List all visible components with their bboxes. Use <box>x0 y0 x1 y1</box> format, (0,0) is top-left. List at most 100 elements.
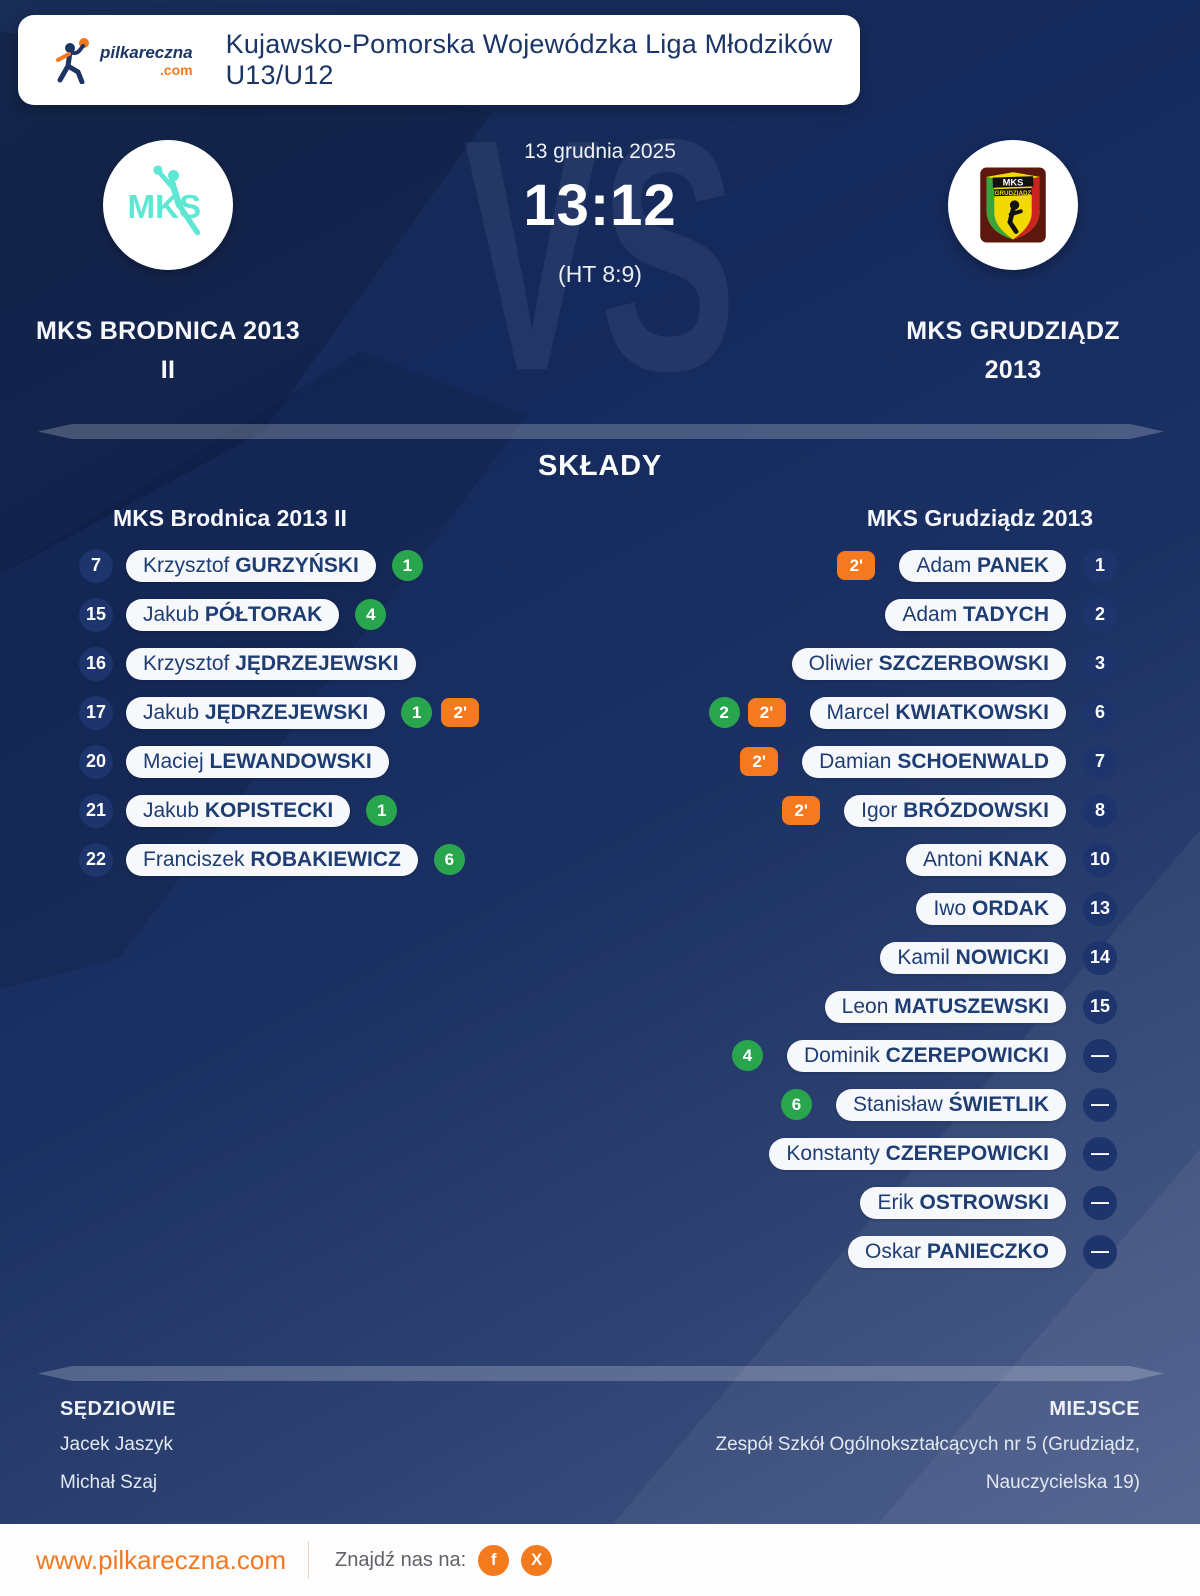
website-link[interactable]: www.pilkareczna.com <box>36 1544 286 1575</box>
player-name-pill: Oskar PANIECZKO <box>848 1235 1066 1268</box>
x-icon[interactable]: X <box>521 1544 553 1576</box>
away-lineup-heading: MKS Grudziądz 2013 <box>866 505 1094 531</box>
goals-badge: 1 <box>366 795 398 826</box>
player-name-pill: Krzysztof GURZYŃSKI <box>126 549 376 582</box>
player-name-pill: Konstanty CZEREPOWICKI <box>769 1137 1066 1170</box>
player-name-pill: Iwo ORDAK <box>916 892 1066 925</box>
final-score: 13:12 <box>523 173 677 238</box>
footer-separator <box>307 1541 309 1579</box>
player-number-badge: 15 <box>1083 989 1117 1024</box>
player-row: Antoni KNAK 10 <box>543 835 1117 884</box>
player-row: 2' Adam PANEK 1 <box>543 541 1117 590</box>
player-row: Oskar PANIECZKO — <box>543 1227 1117 1276</box>
player-row: Adam TADYCH 2 <box>543 590 1117 639</box>
player-row: Leon MATUSZEWSKI 15 <box>543 982 1117 1031</box>
goals-badge: 6 <box>780 1089 812 1120</box>
penalty-badge: 2' <box>747 698 786 727</box>
match-date: 13 grudnia 2025 <box>524 140 676 163</box>
section-divider <box>38 424 1164 439</box>
footer-bar: www.pilkareczna.com Znajdź nas na: f X <box>0 1524 1200 1596</box>
player-name-pill: Igor BRÓZDOWSKI <box>844 794 1066 827</box>
player-number-badge: 14 <box>1083 940 1117 975</box>
player-row: 17 Jakub JĘDRZEJEWSKI 1 2' <box>79 688 599 737</box>
player-name-pill: Jakub PÓŁTORAK <box>126 598 340 631</box>
player-number-badge: 13 <box>1083 891 1117 926</box>
goals-badge: 6 <box>433 844 465 875</box>
player-row: 21 Jakub KOPISTECKI 1 <box>79 786 599 835</box>
find-us-label: Znajdź nas na: <box>334 1548 467 1571</box>
goals-badge: 4 <box>731 1040 763 1071</box>
player-name-pill: Jakub KOPISTECKI <box>126 794 351 827</box>
player-row: Oliwier SZCZERBOWSKI 3 <box>543 639 1117 688</box>
svg-text:GRUDZIĄDZ: GRUDZIĄDZ <box>995 190 1032 197</box>
away-player-list: 2' Adam PANEK 1 Adam TADYCH 2 Oliwier SZ… <box>543 541 1117 1276</box>
player-row: 2' Damian SCHOENWALD 7 <box>543 737 1117 786</box>
player-row: 2' Igor BRÓZDOWSKI 8 <box>543 786 1117 835</box>
player-number-badge: 2 <box>1083 597 1117 632</box>
logo-domain-suffix: .com <box>159 61 193 78</box>
player-row: Iwo ORDAK 13 <box>543 884 1117 933</box>
player-number-badge: 8 <box>1083 793 1117 828</box>
venue-title: MIEJSCE <box>1049 1398 1140 1420</box>
player-row: 4 Dominik CZEREPOWICKI — <box>543 1031 1117 1080</box>
home-lineup-heading: MKS Brodnica 2013 II <box>113 505 347 531</box>
player-row: Konstanty CZEREPOWICKI — <box>543 1129 1117 1178</box>
home-team-logo: MKS <box>103 140 233 270</box>
player-number-badge: 22 <box>79 842 113 877</box>
player-row: 16 Krzysztof JĘDRZEJEWSKI <box>79 639 599 688</box>
player-number-badge: 7 <box>79 548 113 583</box>
facebook-icon[interactable]: f <box>478 1544 510 1576</box>
player-number-badge: 7 <box>1083 744 1117 779</box>
player-name-pill: Kamil NOWICKI <box>880 941 1066 974</box>
goals-badge: 2 <box>708 697 740 728</box>
player-row: Erik OSTROWSKI — <box>543 1178 1117 1227</box>
player-name-pill: Stanisław ŚWIETLIK <box>835 1088 1066 1121</box>
referee-name: Jacek Jaszyk <box>60 1434 173 1455</box>
halftime-score: (HT 8:9) <box>558 261 642 287</box>
away-team-logo: MKS GRUDZIĄDZ <box>948 140 1078 270</box>
home-team-name: MKS BRODNICA 2013 II <box>36 317 300 384</box>
penalty-badge: 2' <box>782 796 821 825</box>
venue-line: Zespół Szkół Ogólnokształcących nr 5 (Gr… <box>715 1434 1140 1455</box>
player-row: Kamil NOWICKI 14 <box>543 933 1117 982</box>
logo-wordmark: pilkareczna <box>100 42 193 62</box>
goals-badge: 1 <box>391 550 423 581</box>
player-name-pill: Damian SCHOENWALD <box>802 745 1066 778</box>
player-number-badge: — <box>1083 1136 1117 1171</box>
away-team-block: MKS GRUDZIĄDZ MKS GRUDZIĄDZ 2013 <box>863 140 1163 390</box>
player-number-badge: 21 <box>79 793 113 828</box>
handball-player-icon <box>56 38 89 84</box>
mks-brodnica-crest-icon: MKS <box>128 165 201 236</box>
player-name-pill: Adam PANEK <box>899 549 1066 582</box>
player-number-badge: — <box>1083 1038 1117 1073</box>
player-number-badge: 17 <box>79 695 113 730</box>
player-row: 20 Maciej LEWANDOWSKI <box>79 737 599 786</box>
pilkareczna-logo: pilkareczna .com <box>54 36 193 84</box>
player-name-pill: Erik OSTROWSKI <box>860 1186 1066 1219</box>
player-name-pill: Maciej LEWANDOWSKI <box>126 745 389 778</box>
player-name-pill: Leon MATUSZEWSKI <box>824 990 1066 1023</box>
goals-badge: 1 <box>401 697 433 728</box>
player-number-badge: 15 <box>79 597 113 632</box>
svg-text:MKS: MKS <box>1003 178 1024 188</box>
venue-line: Nauczycielska 19) <box>985 1471 1140 1493</box>
league-title: Kujawsko-Pomorska Wojewódzka Liga Młodzi… <box>225 29 833 90</box>
player-name-pill: Antoni KNAK <box>905 843 1066 876</box>
player-number-badge: — <box>1083 1234 1117 1269</box>
player-number-badge: 6 <box>1083 695 1117 730</box>
section-divider <box>38 1366 1164 1381</box>
referees-title: SĘDZIOWIE <box>60 1398 176 1420</box>
player-row: 7 Krzysztof GURZYŃSKI 1 <box>79 541 599 590</box>
penalty-badge: 2' <box>441 698 480 727</box>
home-player-list: 7 Krzysztof GURZYŃSKI 1 15 Jakub PÓŁTORA… <box>79 541 599 884</box>
player-number-badge: 1 <box>1083 548 1117 583</box>
player-number-badge: 10 <box>1083 842 1117 877</box>
league-header-card: pilkareczna .com Kujawsko-Pomorska Wojew… <box>18 15 860 105</box>
player-name-pill: Franciszek ROBAKIEWICZ <box>126 843 418 876</box>
player-name-pill: Dominik CZEREPOWICKI <box>786 1039 1066 1072</box>
player-number-badge: — <box>1083 1087 1117 1122</box>
penalty-badge: 2' <box>837 551 876 580</box>
player-number-badge: 16 <box>79 646 113 681</box>
referees-block: SĘDZIOWIE Jacek Jaszyk Michał Szaj <box>60 1398 176 1496</box>
goals-badge: 4 <box>355 599 387 630</box>
